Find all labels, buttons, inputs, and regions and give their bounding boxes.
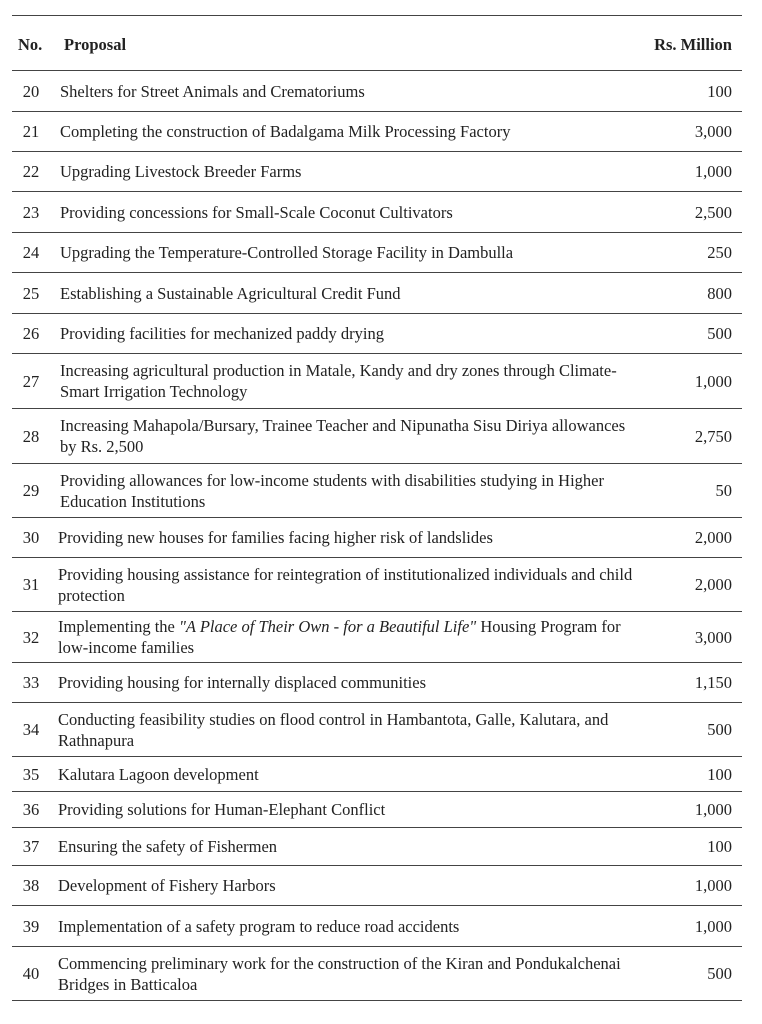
rule (12, 232, 742, 233)
rule (12, 865, 742, 866)
proposal-text: Implementing the "A Place of Their Own -… (58, 616, 633, 658)
proposal: Conducting feasibility studies on flood … (58, 709, 609, 750)
proposal: Completing the construction of Badalgama… (60, 122, 511, 141)
amount: 100 (707, 81, 732, 101)
proposal: Providing solutions for Human-Elephant C… (58, 800, 386, 819)
row-number: 32 (22, 627, 40, 647)
row-number: 40 (22, 964, 40, 983)
amount: 1,150 (694, 673, 732, 692)
header-no: No. (18, 34, 43, 54)
proposal-segment: Implementing the (58, 617, 179, 636)
proposal: Kalutara Lagoon development (58, 764, 259, 784)
proposal: Providing housing assistance for reinteg… (58, 564, 633, 605)
proposal-segment: Housing Program for low-income families (58, 617, 621, 657)
proposal: Establishing a Sustainable Agricultural … (60, 283, 401, 303)
row-number: 33 (22, 673, 40, 692)
rule (12, 756, 742, 757)
amount: 2,750 (694, 426, 732, 446)
proposal: Providing facilities for mechanized padd… (60, 324, 384, 343)
amount: 1,000 (694, 916, 732, 936)
rule (12, 557, 742, 558)
row-number: 24 (22, 243, 40, 262)
proposal: Increasing Mahapola/Bursary, Trainee Tea… (60, 416, 626, 456)
amount: 500 (707, 964, 732, 983)
rule (12, 272, 742, 273)
row-number: 21 (22, 122, 40, 141)
row-number: 23 (22, 202, 40, 222)
row-number: 20 (22, 81, 40, 101)
proposal: Upgrading Livestock Breeder Farms (60, 162, 302, 181)
amount: 2,000 (694, 575, 732, 594)
rule (12, 408, 742, 409)
amount: 500 (707, 720, 732, 739)
row-number: 27 (22, 371, 40, 391)
amount: 1,000 (694, 371, 732, 391)
header-amount: Rs. Million (654, 34, 732, 54)
row-number: 35 (22, 764, 40, 784)
rule (12, 15, 742, 16)
proposal: Upgrading the Temperature-Controlled Sto… (60, 243, 514, 262)
rule (12, 827, 742, 828)
proposal: Providing allowances for low-income stud… (60, 470, 604, 511)
row-number: 34 (22, 720, 40, 739)
rule (12, 905, 742, 906)
rule (12, 111, 742, 112)
amount: 800 (707, 283, 732, 303)
proposal: Shelters for Street Animals and Cremator… (60, 81, 365, 101)
row-number: 36 (22, 800, 40, 819)
amount: 500 (707, 324, 732, 343)
proposal: Providing concessions for Small-Scale Co… (60, 202, 453, 222)
proposal: Providing housing for internally displac… (58, 673, 426, 692)
proposal: Ensuring the safety of Fishermen (58, 837, 278, 856)
amount: 1,000 (694, 800, 732, 819)
row-number: 30 (22, 528, 40, 547)
amount: 2,000 (694, 528, 732, 547)
rule (12, 946, 742, 947)
amount: 50 (715, 481, 733, 500)
amount: 100 (707, 764, 732, 784)
rule (12, 463, 742, 464)
amount: 3,000 (694, 627, 732, 647)
proposal: Development of Fishery Harbors (58, 876, 276, 895)
proposal: Implementing the "A Place of Their Own -… (58, 612, 633, 662)
rule (12, 791, 742, 792)
amount: 1,000 (694, 162, 732, 181)
amount: 3,000 (694, 122, 732, 141)
row-number: 28 (22, 426, 40, 446)
rule (12, 353, 742, 354)
amount: 2,500 (694, 202, 732, 222)
proposal: Providing new houses for families facing… (58, 528, 493, 547)
row-number: 22 (22, 162, 40, 181)
row-number: 25 (22, 283, 40, 303)
row-number: 39 (22, 916, 40, 936)
rule (12, 1000, 742, 1001)
rule (12, 151, 742, 152)
rule (12, 702, 742, 703)
rule (12, 70, 742, 71)
row-number: 38 (22, 876, 40, 895)
rule (12, 313, 742, 314)
amount: 250 (707, 243, 732, 262)
rule (12, 611, 742, 612)
row-number: 37 (22, 837, 40, 856)
row-number: 29 (22, 481, 40, 500)
rule (12, 662, 742, 663)
row-number: 31 (22, 575, 40, 594)
rule (12, 191, 742, 192)
header-proposal: Proposal (64, 34, 127, 54)
proposal: Commencing preliminary work for the cons… (58, 953, 621, 994)
proposal-segment: "A Place of Their Own - for a Beautiful … (178, 617, 477, 636)
proposal: Implementation of a safety program to re… (58, 916, 460, 936)
proposal: Increasing agricultural production in Ma… (60, 361, 617, 401)
rule (12, 517, 742, 518)
row-number: 26 (22, 324, 40, 343)
amount: 100 (707, 837, 732, 856)
amount: 1,000 (694, 876, 732, 895)
